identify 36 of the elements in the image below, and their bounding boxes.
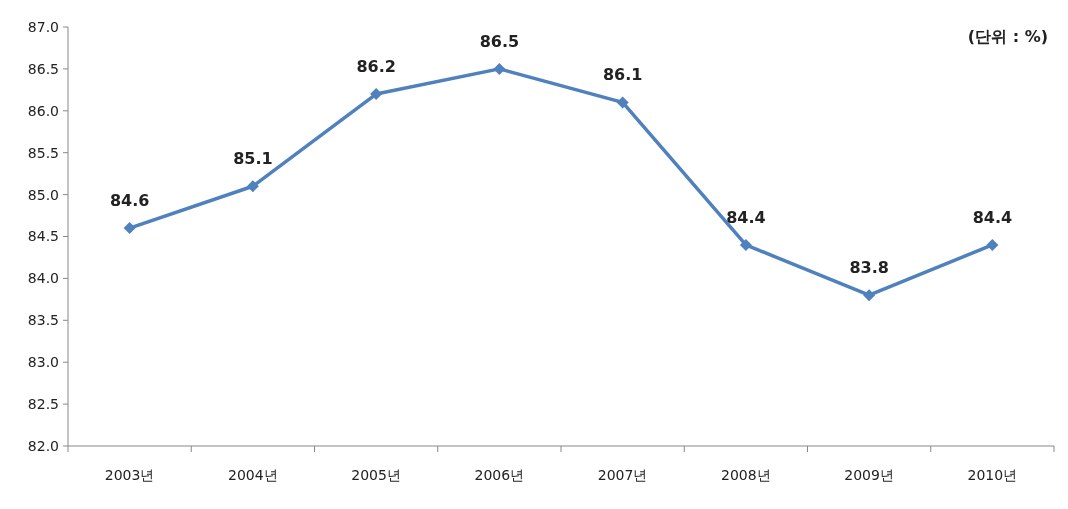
point	[616, 96, 629, 109]
point	[493, 62, 506, 75]
x-tick-label: 2009년	[844, 467, 894, 483]
x-tick-label: 2006년	[474, 467, 525, 483]
x-tick-label: 2008년	[721, 467, 771, 483]
point	[246, 180, 259, 193]
y-tick-label: 84.0	[27, 270, 59, 287]
y-tick-label: 85.5	[27, 144, 59, 161]
data-label: 84.4	[972, 207, 1013, 227]
data-label: 86.2	[356, 57, 396, 77]
y-tick-label: 82.5	[27, 396, 59, 412]
data-label: 86.5	[479, 31, 520, 51]
point	[986, 238, 999, 251]
x-tick-label: 2003년	[104, 467, 155, 483]
data-label: 86.1	[602, 65, 643, 85]
point	[863, 289, 876, 302]
point	[123, 222, 136, 235]
y-tick-label: 83.5	[27, 312, 59, 329]
y-tick-label: 82.0	[27, 437, 59, 454]
data-label: 84.6	[109, 191, 150, 211]
x-tick-label: 2010년	[967, 467, 1018, 483]
x-tick-label: 2007년	[597, 467, 648, 483]
annotation: (단위 : %)	[967, 27, 1048, 46]
y-tick-label: 87.0	[27, 18, 59, 35]
x-tick-label: 2005년	[351, 467, 401, 483]
point	[739, 238, 752, 251]
y-tick-label: 83.0	[27, 354, 59, 371]
y-tick-label: 84.5	[27, 228, 59, 245]
y-tick-label: 86.5	[27, 60, 59, 77]
x-tick-label: 2004년	[228, 467, 278, 483]
y-tick-label: 86.0	[27, 102, 59, 119]
y-tick-label: 85.0	[27, 186, 59, 203]
point	[370, 88, 383, 101]
data-label: 85.1	[233, 149, 273, 169]
data-label: 84.4	[726, 207, 766, 227]
data-label: 83.8	[849, 258, 889, 278]
